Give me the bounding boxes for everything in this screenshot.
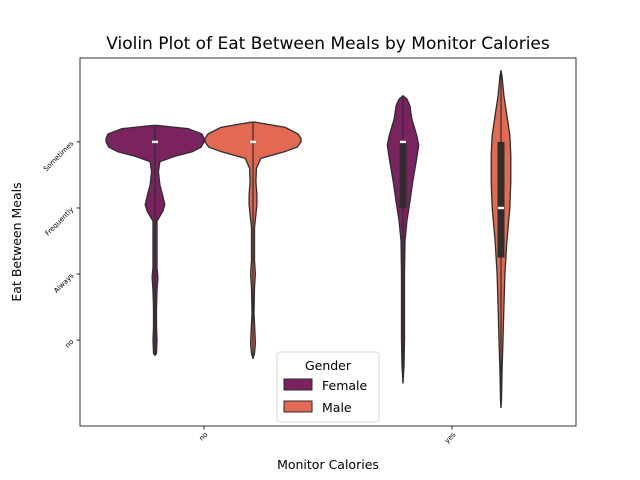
legend-label-female: Female: [322, 378, 368, 393]
legend-label-male: Male: [322, 400, 352, 415]
legend-swatch-male: [283, 400, 313, 413]
chart-title: Violin Plot of Eat Between Meals by Moni…: [106, 34, 550, 54]
median-marker-male-no: [250, 140, 256, 144]
iqr-box-female-yes: [399, 141, 407, 208]
violins-layer: [105, 69, 512, 409]
iqr-box-male-yes: [497, 141, 505, 258]
x-tick-label-yes: yes: [443, 431, 457, 445]
plot-area-frame: [79, 57, 577, 427]
x-axis-label: Monitor Calories: [277, 457, 379, 472]
y-axis-label: Eat Between Meals: [9, 182, 24, 301]
y-tick-label-frequently: Frequently: [44, 206, 76, 238]
y-tick-label-sometimes: Sometimes: [42, 139, 76, 173]
median-marker-female-yes: [400, 140, 406, 144]
legend: Gender Female Male: [276, 351, 380, 423]
median-marker-female-no: [152, 140, 158, 144]
legend-title: Gender: [305, 358, 352, 373]
median-marker-male-yes: [498, 206, 504, 210]
x-axis-ticks: no yes: [198, 426, 458, 445]
y-tick-label-always: Always: [52, 272, 75, 295]
y-tick-label-no: no: [64, 338, 76, 350]
x-tick-label-no: no: [198, 431, 210, 443]
y-axis-ticks: Sometimes Frequently Always no: [42, 139, 80, 350]
legend-swatch-female: [283, 378, 313, 391]
